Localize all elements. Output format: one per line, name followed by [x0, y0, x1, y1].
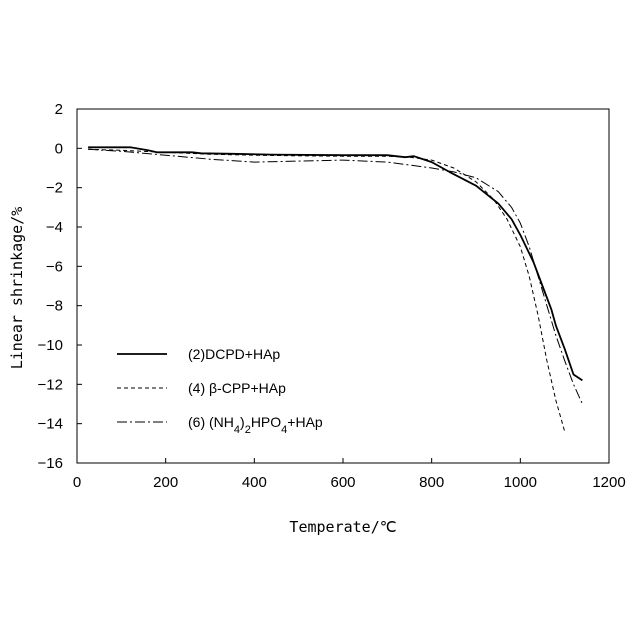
x-tick-label: 600 [330, 474, 355, 491]
x-tick-label: 0 [73, 474, 81, 491]
x-axis-title: Temperate/℃ [289, 518, 396, 536]
y-tick-label: −12 [38, 376, 63, 393]
y-tick-label: −6 [46, 258, 63, 275]
x-tick-label: 1000 [504, 474, 537, 491]
y-tick-label: −10 [38, 337, 63, 354]
legend-label-dcpd: (2)DCPD+HAp [188, 346, 280, 362]
y-tick-label: −2 [46, 180, 63, 197]
y-tick-label: −16 [38, 455, 63, 472]
x-tick-label: 1200 [592, 474, 625, 491]
y-tick-label: −4 [46, 219, 63, 236]
x-tick-label: 200 [153, 474, 178, 491]
y-tick-label: −8 [46, 298, 63, 315]
legend-label-beta-cpp: (4) β-CPP+HAp [188, 380, 286, 396]
x-tick-label: 400 [242, 474, 267, 491]
y-tick-label: 0 [55, 140, 63, 157]
y-axis-title: Linear shrinkage/% [8, 207, 26, 370]
x-tick-label: 800 [419, 474, 444, 491]
y-tick-label: 2 [55, 101, 63, 118]
y-tick-label: −14 [38, 416, 63, 433]
